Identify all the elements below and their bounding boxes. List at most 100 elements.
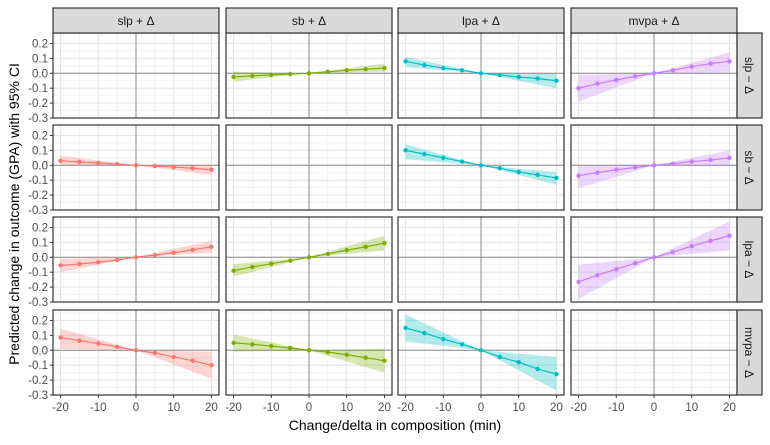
data-point (152, 350, 158, 356)
data-point (708, 157, 713, 163)
data-point (133, 255, 139, 260)
x-tick-label: 0 (478, 402, 484, 414)
data-point (535, 172, 540, 178)
data-point (689, 159, 694, 164)
data-point (459, 342, 465, 347)
data-point (595, 81, 600, 86)
data-point (422, 151, 427, 157)
data-point (114, 257, 120, 263)
panel-r1-c2 (397, 124, 565, 211)
data-point (209, 244, 214, 250)
data-point (344, 352, 349, 357)
panel-r1-c3 (570, 124, 738, 211)
panel-r2-c0 (52, 216, 220, 303)
x-tick-label: 10 (685, 402, 698, 414)
data-point (231, 268, 236, 273)
row-strip-label: lpa − Δ (742, 241, 756, 279)
data-point (554, 175, 559, 181)
y-tick-label: 0.2 (32, 222, 48, 234)
data-point (441, 336, 446, 342)
data-point (651, 71, 657, 76)
data-point (171, 354, 176, 360)
data-point (614, 167, 619, 172)
x-tick-label: -10 (263, 402, 280, 414)
data-point (595, 170, 600, 175)
data-point (554, 371, 559, 377)
panel-border (52, 216, 220, 303)
x-tick-label: 10 (512, 402, 525, 414)
panel-r2-c3 (570, 216, 738, 303)
y-tick-label: -0.1 (28, 267, 48, 279)
x-tick-label: 0 (651, 402, 657, 414)
data-point (363, 355, 368, 360)
row-strip (736, 216, 763, 303)
data-point (670, 161, 676, 166)
data-point (632, 261, 638, 266)
data-point (269, 72, 274, 78)
x-tick-label: 20 (550, 402, 563, 414)
data-point (632, 74, 638, 79)
y-tick-label: -0.1 (28, 360, 48, 372)
x-tick-label: -20 (225, 402, 242, 414)
column-strip (397, 7, 565, 34)
data-point (344, 247, 349, 253)
data-point (670, 249, 676, 255)
x-tick-label: 0 (306, 402, 312, 414)
data-point (190, 247, 195, 253)
panel-border (52, 124, 220, 211)
data-point (190, 358, 195, 363)
data-point (77, 338, 82, 343)
data-point (497, 72, 503, 78)
panel-r1-c0 (52, 124, 220, 211)
x-tick-label: -10 (435, 402, 452, 414)
x-tick-label: -20 (52, 402, 69, 414)
column-strip (570, 7, 738, 34)
panel-border (397, 216, 565, 303)
data-point (269, 261, 274, 266)
data-point (403, 59, 408, 64)
data-point (689, 243, 694, 249)
data-point (441, 65, 446, 71)
data-point (614, 266, 619, 272)
data-point (708, 238, 713, 244)
x-tick-label: 10 (340, 402, 353, 414)
data-point (403, 325, 408, 331)
data-point (535, 76, 540, 81)
data-point (535, 366, 540, 372)
data-point (403, 148, 408, 153)
column-strip-label: slp + Δ (117, 14, 154, 28)
data-point (325, 251, 331, 257)
data-point (96, 160, 101, 166)
data-point (152, 163, 158, 169)
data-point (632, 165, 638, 170)
x-tick-label: -10 (90, 402, 107, 414)
ci-ribbon (578, 221, 730, 300)
data-point (250, 342, 255, 347)
data-point (231, 74, 236, 80)
y-tick-label: -0.2 (28, 375, 48, 387)
data-point (422, 330, 427, 336)
panel-r0-c1 (225, 32, 393, 119)
data-point (306, 255, 312, 260)
data-point (269, 343, 274, 349)
data-point (190, 166, 195, 171)
x-tick-label: 10 (167, 402, 180, 414)
data-point (58, 335, 63, 340)
column-strip-label: sb + Δ (292, 14, 326, 28)
y-tick-label: -0.2 (28, 190, 48, 202)
data-point (363, 67, 368, 72)
data-point (727, 59, 732, 64)
y-tick-label: 0.1 (32, 145, 48, 157)
y-tick-label: 0.2 (32, 315, 48, 327)
y-tick-label: 0.0 (32, 252, 48, 264)
column-strip (225, 7, 393, 34)
panel-r0-c0 (52, 32, 220, 119)
row-strip-label: sb − Δ (742, 150, 756, 184)
data-point (478, 163, 484, 168)
data-point (209, 362, 214, 368)
row-strip-label: slp − Δ (742, 57, 756, 94)
panel-r0-c2 (397, 32, 565, 119)
data-point (478, 348, 484, 353)
data-point (382, 358, 387, 363)
y-tick-label: -0.1 (28, 175, 48, 187)
